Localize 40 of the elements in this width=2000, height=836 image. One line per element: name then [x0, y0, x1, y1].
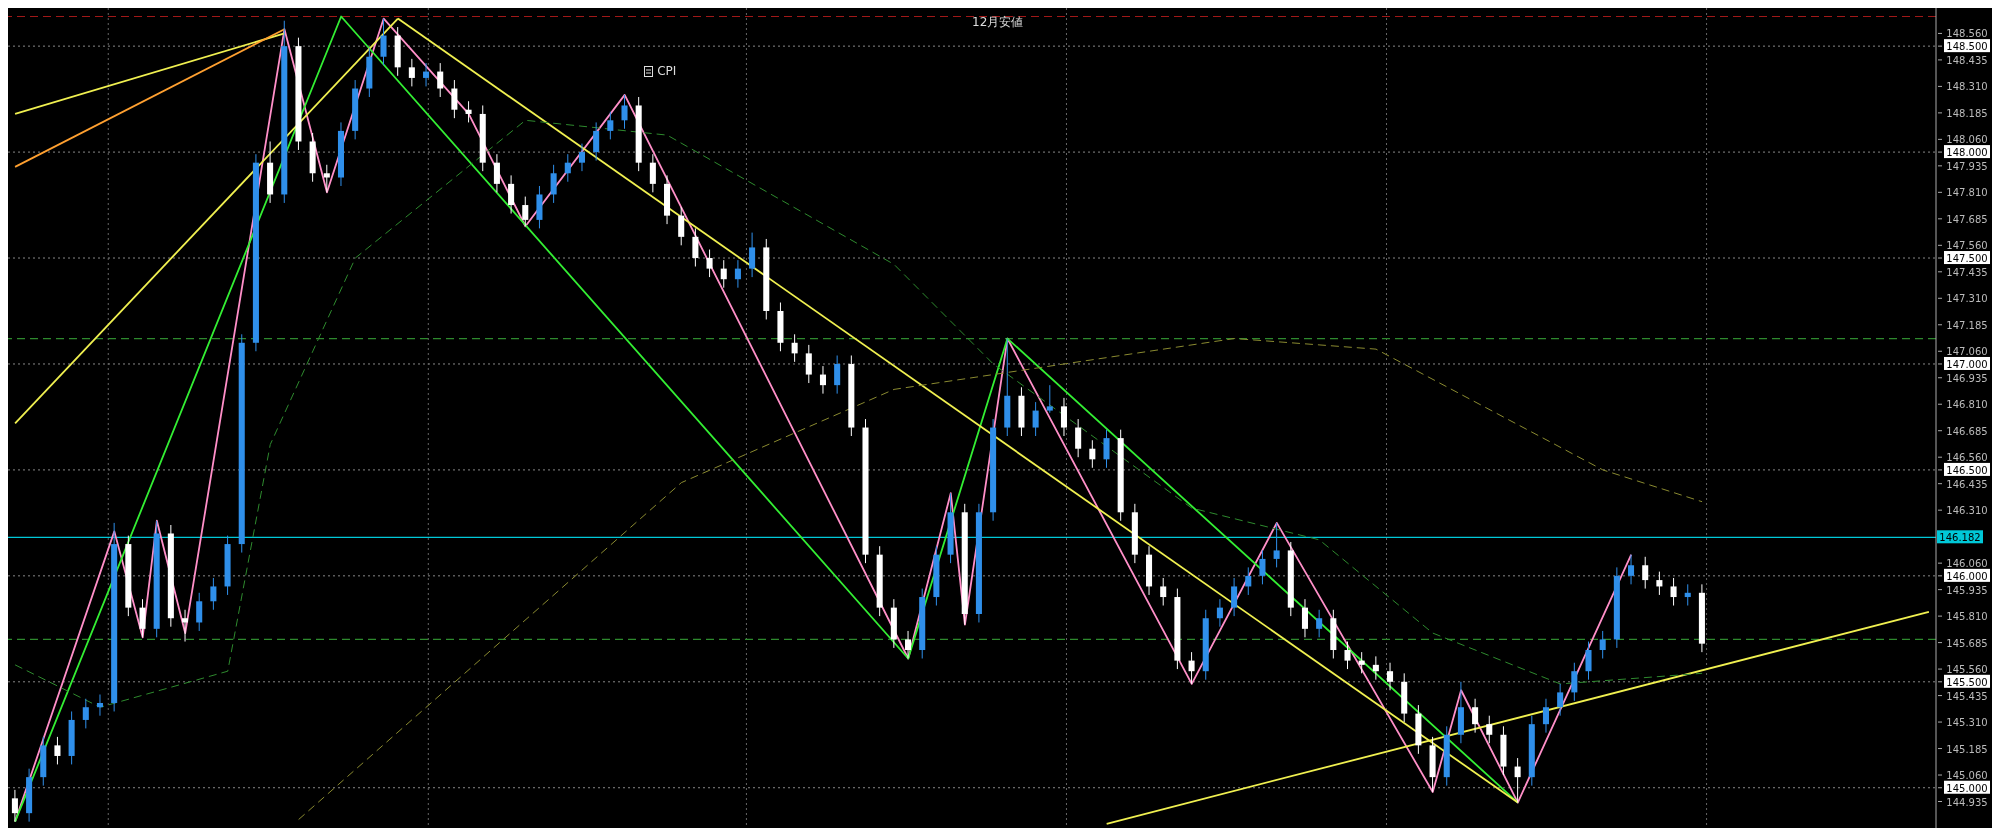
- y-tick-label: 147.935: [1946, 160, 1988, 172]
- y-tick-label: 146.810: [1946, 399, 1988, 411]
- y-tick-label: 145.435: [1946, 690, 1988, 702]
- y-tick-label: 148.435: [1946, 54, 1988, 66]
- y-tick-label: 147.810: [1946, 187, 1988, 199]
- y-tick-label: 146.500: [1946, 464, 1988, 476]
- y-tick-label: 147.185: [1946, 319, 1988, 331]
- y-tick-label: 147.000: [1946, 358, 1988, 370]
- annotation: 12月安値: [972, 14, 1024, 31]
- y-tick-label: 145.935: [1946, 584, 1988, 596]
- y-tick-label: 144.935: [1946, 796, 1988, 808]
- y-tick-label: 147.560: [1946, 240, 1988, 252]
- y-tick-label: 145.500: [1946, 676, 1988, 688]
- y-tick-label: 146.060: [1946, 558, 1988, 570]
- y-tick-label: 147.310: [1946, 293, 1988, 305]
- annotation: CPI: [657, 64, 677, 78]
- y-tick-label: 148.500: [1946, 41, 1988, 53]
- y-tick-label: 148.560: [1946, 28, 1988, 40]
- y-tick-label: 146.435: [1946, 478, 1988, 490]
- y-tick-label: 146.685: [1946, 425, 1988, 437]
- y-tick-label: 145.810: [1946, 611, 1988, 623]
- y-tick-label: 145.685: [1946, 637, 1988, 649]
- ref-line-label: 146.182: [1939, 532, 1981, 544]
- y-tick-label: 147.060: [1946, 346, 1988, 358]
- y-tick-label: 147.500: [1946, 253, 1988, 265]
- y-tick-label: 146.310: [1946, 505, 1988, 517]
- y-tick-label: 145.185: [1946, 743, 1988, 755]
- y-tick-label: 147.435: [1946, 266, 1988, 278]
- y-tick-label: 148.000: [1946, 147, 1988, 159]
- y-tick-label: 145.310: [1946, 717, 1988, 729]
- y-tick-label: 146.000: [1946, 570, 1988, 582]
- y-tick-label: 146.560: [1946, 452, 1988, 464]
- y-tick-label: 148.310: [1946, 81, 1988, 93]
- y-tick-label: 145.560: [1946, 664, 1988, 676]
- y-tick-label: 147.685: [1946, 213, 1988, 225]
- y-tick-label: 146.935: [1946, 372, 1988, 384]
- y-tick-label: 145.060: [1946, 770, 1988, 782]
- y-tick-label: 145.000: [1946, 782, 1988, 794]
- y-tick-label: 148.185: [1946, 107, 1988, 119]
- y-tick-label: 148.060: [1946, 134, 1988, 146]
